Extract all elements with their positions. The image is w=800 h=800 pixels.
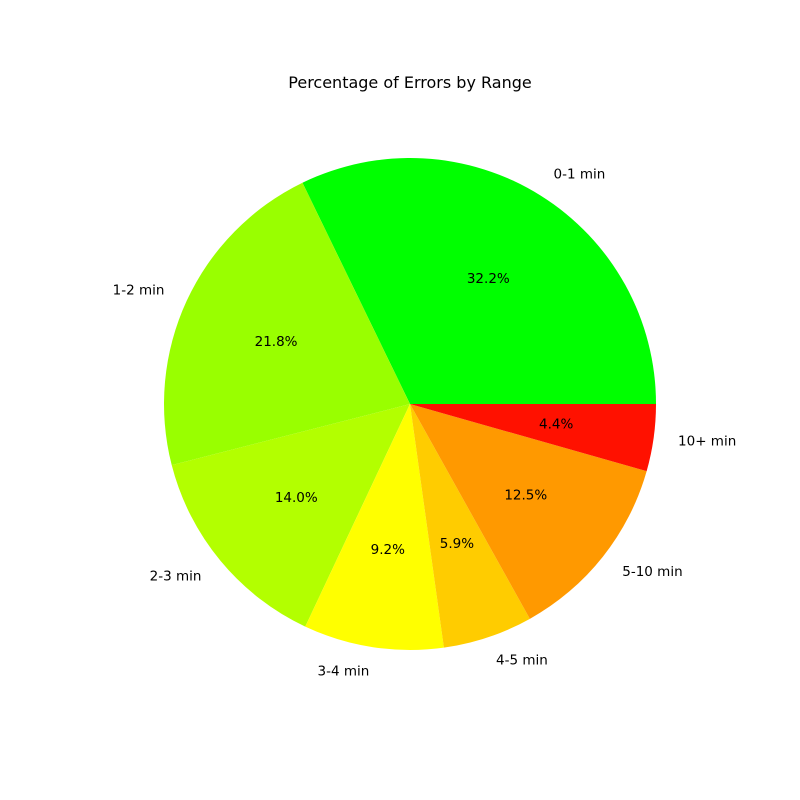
pie-slice-2-3-min	[171, 404, 410, 627]
category-labels: 0-1 min 1-2 min 2-3 min 3-4 min 4-5 min 5-10 …	[113, 167, 737, 680]
percentage-label-1-2-min: 21.8%	[255, 334, 298, 350]
pie-slice-1-2-min	[163, 182, 410, 466]
percentage-label-4-5-min: 5.9%	[440, 536, 474, 552]
category-label-3-4-min: 3-4 min	[318, 664, 370, 680]
category-label-2-3-min: 2-3 min	[150, 568, 202, 584]
pie-slice-5-10-min	[410, 404, 647, 619]
chart-title: Percentage of Errors by Range	[288, 73, 531, 92]
percentage-label-0-1-min: 32.2%	[467, 271, 510, 287]
percentage-label-5-10-min: 12.5%	[504, 488, 547, 504]
pie-slice-4-5-min	[410, 404, 530, 648]
category-label-5-10-min: 5-10 min	[622, 564, 682, 580]
percentage-labels: 32.2% 21.8% 14.0% 9.2% 5.9% 12.5% 4.4%	[255, 271, 574, 558]
category-label-10plus-min: 10+ min	[678, 433, 736, 449]
pie-slice-3-4-min	[305, 404, 444, 650]
category-label-0-1-min: 0-1 min	[554, 167, 606, 183]
percentage-label-3-4-min: 9.2%	[371, 542, 405, 558]
pie-slice-10plus-min	[410, 404, 656, 472]
percentage-label-2-3-min: 14.0%	[275, 490, 318, 506]
pie-slice-0-1-min	[302, 158, 656, 404]
category-label-4-5-min: 4-5 min	[496, 653, 548, 669]
pie-slices	[163, 158, 656, 650]
category-label-1-2-min: 1-2 min	[113, 282, 165, 298]
percentage-label-10plus-min: 4.4%	[539, 416, 573, 432]
